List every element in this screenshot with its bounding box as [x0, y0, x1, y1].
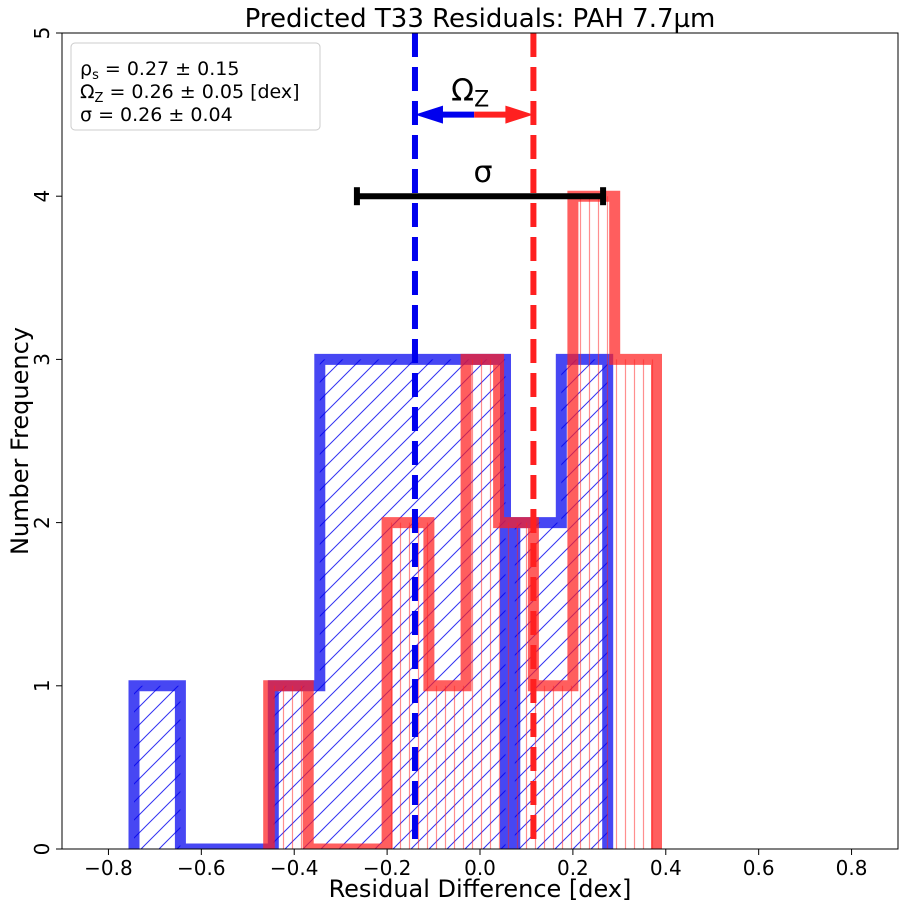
x-tick-label: −0.2 — [363, 856, 412, 880]
sigma-label: σ — [473, 155, 492, 190]
y-tick-label: 5 — [30, 27, 54, 40]
y-tick-label: 2 — [30, 516, 54, 529]
histogram-step-0 — [128, 353, 614, 849]
y-tick-label: 3 — [30, 353, 54, 366]
x-tick-label: 0.0 — [464, 856, 496, 880]
x-tick-label: 0.8 — [836, 856, 868, 880]
x-tick-label: −0.4 — [270, 856, 319, 880]
stats-row: ρs = 0.27 ± 0.15 — [80, 58, 239, 83]
x-tick-label: −0.8 — [84, 856, 133, 880]
stats-box — [70, 42, 321, 131]
omega-arrow-right-head — [505, 105, 534, 124]
y-tick-label: 0 — [30, 843, 54, 856]
x-tick-label: 0.6 — [743, 856, 775, 880]
stats-row: σ = 0.26 ± 0.04 — [80, 104, 233, 126]
chart-title: Predicted T33 Residuals: PAH 7.7µm — [245, 4, 716, 34]
y-tick-label: 1 — [30, 679, 54, 692]
x-tick-label: 0.2 — [557, 856, 589, 880]
x-tick-label: −0.6 — [177, 856, 226, 880]
y-tick-label: 4 — [30, 190, 54, 203]
y-axis-label: Number Frequency — [6, 327, 34, 555]
stats-row: ΩZ = 0.26 ± 0.05 [dex] — [80, 81, 300, 106]
omega-arrow-left-head — [414, 105, 443, 124]
omega-z-label: ΩZ — [451, 74, 489, 113]
histogram-step-1 — [263, 190, 662, 849]
x-axis-label: Residual Difference [dex] — [329, 875, 632, 903]
x-tick-label: 0.4 — [650, 856, 682, 880]
